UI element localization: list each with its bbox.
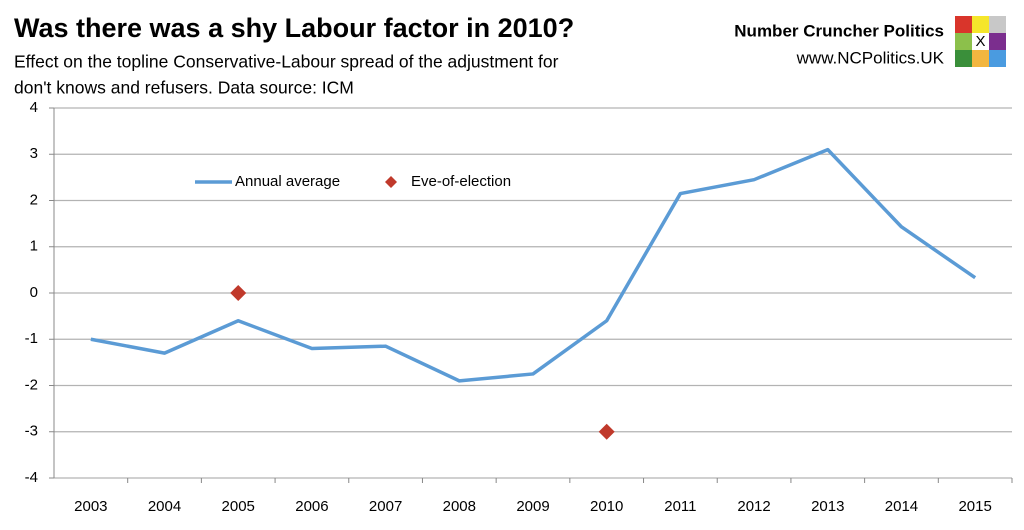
- x-tick-label: 2012: [737, 498, 770, 515]
- y-tick-label: -1: [25, 330, 38, 347]
- point: [230, 285, 247, 301]
- y-tick-label: 0: [30, 284, 38, 301]
- legend-label: Eve-of-election: [411, 173, 511, 190]
- x-tick-label: 2009: [516, 498, 549, 515]
- y-tick-label: 3: [30, 145, 38, 162]
- x-tick-label: 2005: [222, 498, 255, 515]
- x-tick-label: 2011: [664, 498, 696, 515]
- x-tick-label: 2013: [811, 498, 844, 515]
- x-tick-label: 2007: [369, 498, 402, 515]
- series-line: [90, 147, 977, 383]
- x-tick-label: 2006: [295, 498, 328, 515]
- x-tick-label: 2004: [148, 498, 181, 515]
- logo-mark: X: [975, 33, 985, 50]
- y-tick-label: 2: [30, 191, 38, 208]
- x-tick-label: 2008: [443, 498, 476, 515]
- x-tick-label: 2014: [885, 498, 918, 515]
- point: [598, 423, 615, 440]
- x-tick-label: 2010: [590, 498, 623, 515]
- y-tick-label: -2: [25, 376, 38, 393]
- brand-name: Number Cruncher Politics: [734, 21, 944, 40]
- y-tick-label: -4: [25, 469, 38, 486]
- x-tick-label: 2015: [958, 498, 991, 515]
- y-tick-label: -3: [25, 423, 38, 440]
- legend-swatch: [385, 176, 397, 188]
- y-tick-label: 1: [30, 238, 38, 255]
- y-tick-label: 4: [30, 99, 38, 116]
- logo: X: [955, 16, 1006, 67]
- legend-label: Annual average: [235, 173, 340, 190]
- subtitle: Effect on the topline Conservative-Labou…: [14, 52, 559, 72]
- subtitle: don't knows and refusers. Data source: I…: [14, 78, 354, 98]
- chart-title: Was there was a shy Labour factor in 201…: [14, 13, 574, 43]
- brand-url: www.NCPolitics.UK: [796, 48, 945, 67]
- x-tick-label: 2003: [74, 498, 107, 515]
